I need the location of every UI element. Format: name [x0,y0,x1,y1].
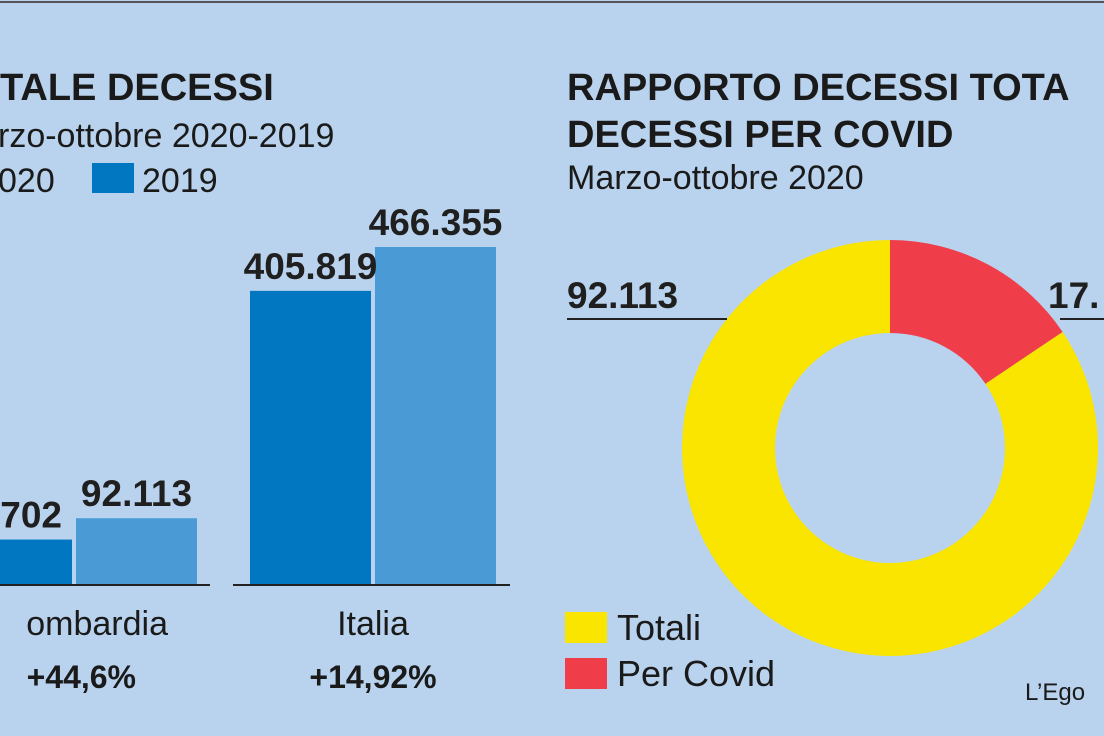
value-label: 702 [0,495,62,536]
bar [0,539,72,585]
bar [375,246,496,585]
value-label: 405.819 [244,246,378,287]
value-label: 92.113 [567,275,678,316]
value-label: 92.113 [81,473,192,514]
change-label: +44,6% [27,659,136,695]
legend-swatch [92,163,134,193]
legend-swatch [565,612,607,643]
category-label: Italia [337,605,409,643]
legend-swatch [565,658,607,689]
legend-label: Totali [617,607,701,648]
legend-label: 020 [0,162,55,200]
category-label: ombardia [26,605,168,643]
bar-title: TALE DECESSI [0,67,274,109]
legend-label: 2019 [142,162,218,200]
donut-slice [890,240,1063,384]
donut-title-2: DECESSI PER COVID [567,114,953,156]
donut-slice [682,240,1098,656]
value-label: 466.355 [369,202,503,243]
source: L’Ego [1025,679,1085,706]
legend-label: Per Covid [617,653,775,694]
bar-subtitle: rzo-ottobre 2020-2019 [0,117,334,155]
donut-subtitle: Marzo-ottobre 2020 [567,159,864,197]
bar [76,518,197,585]
bar [250,290,371,585]
donut-title-1: RAPPORTO DECESSI TOTA [567,67,1070,109]
change-label: +14,92% [309,659,436,695]
value-label: 17. [1048,275,1099,316]
